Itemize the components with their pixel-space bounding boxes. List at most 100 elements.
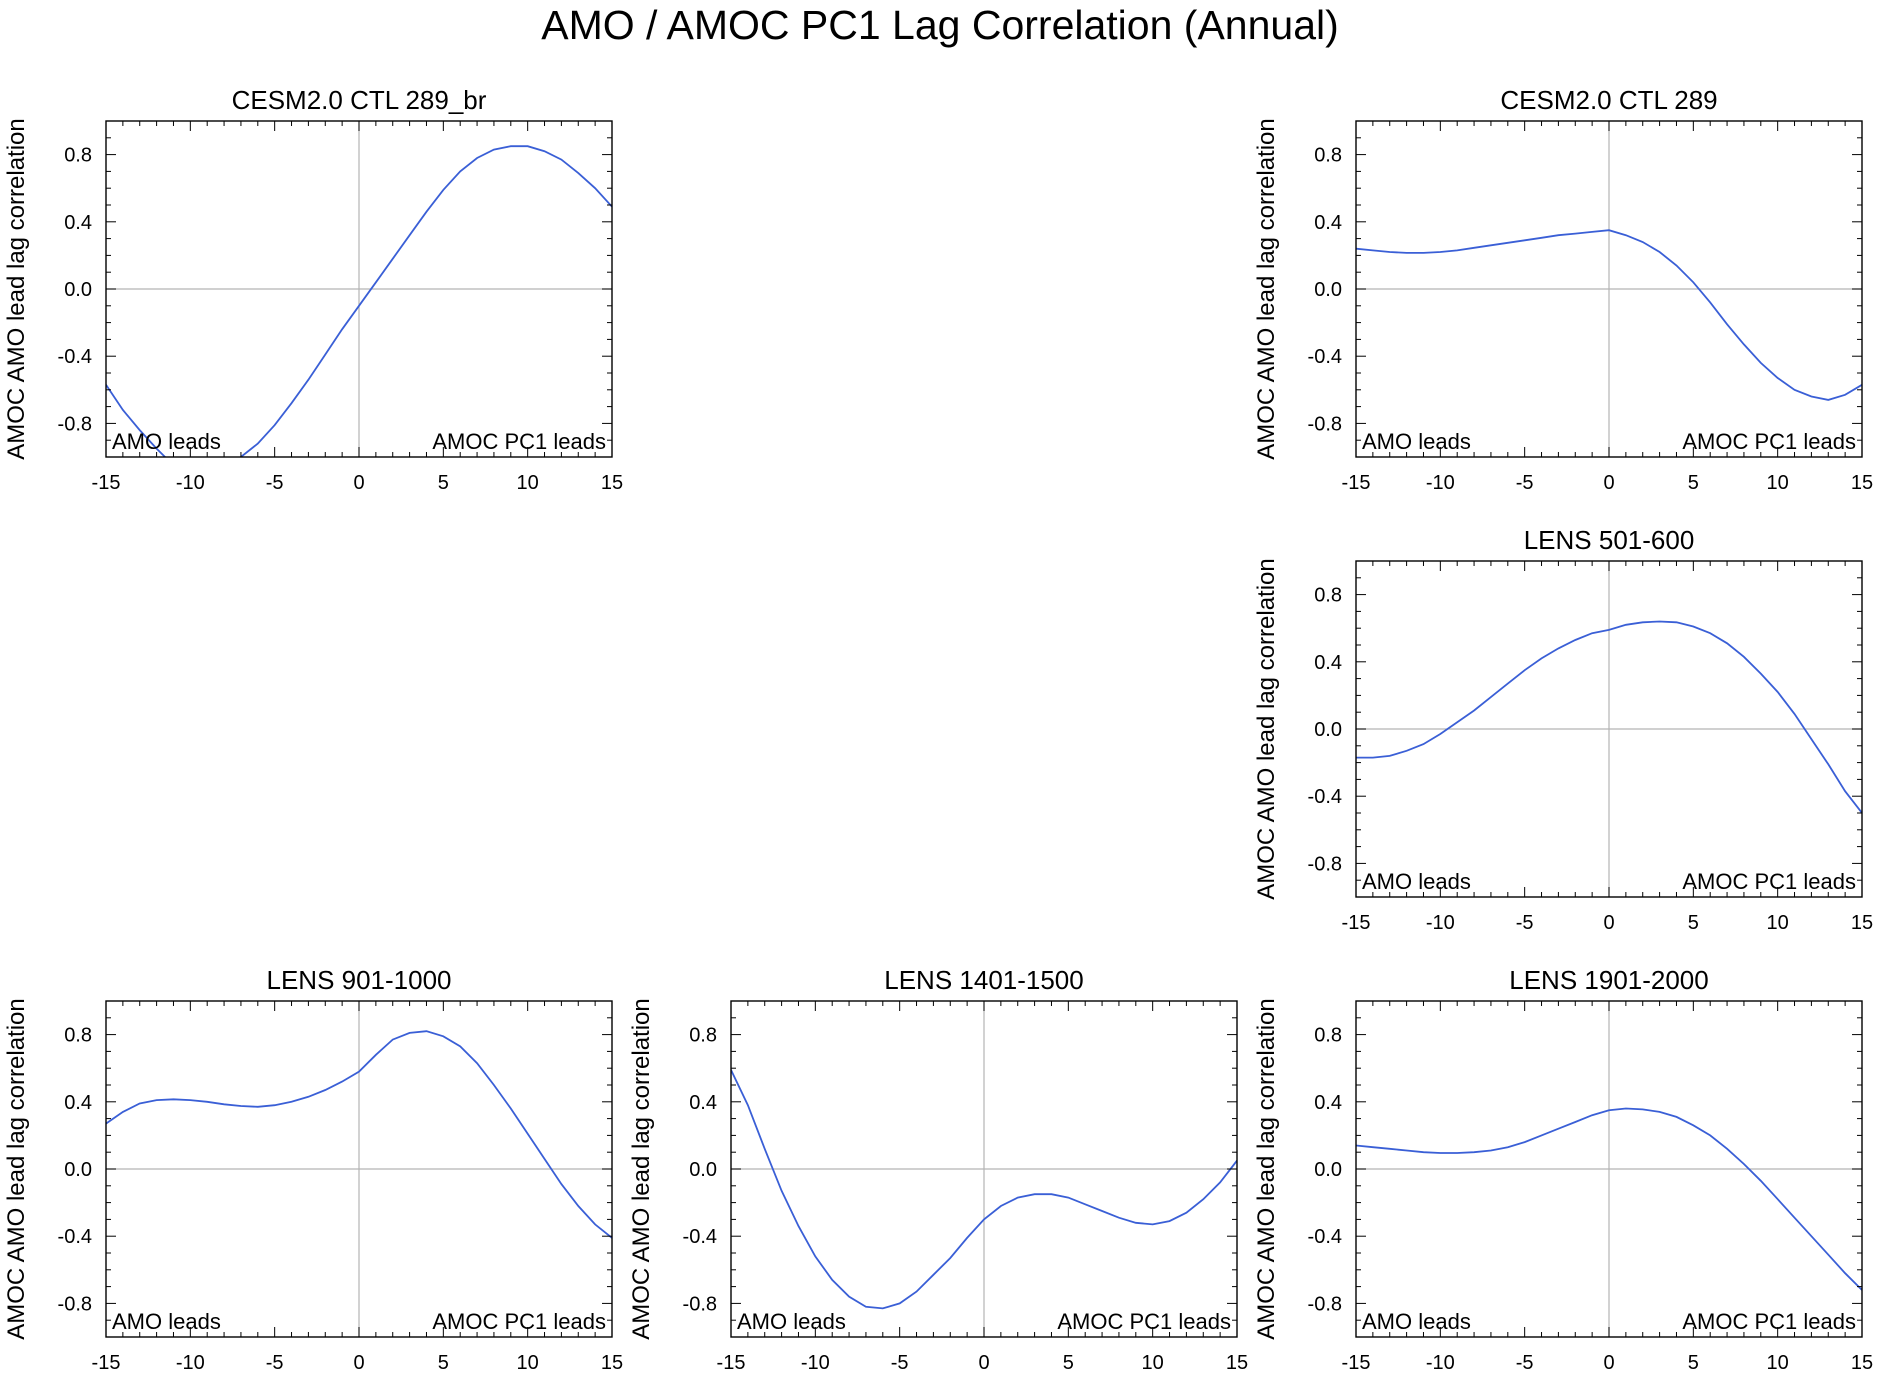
x-tick-label: -10 — [1426, 1352, 1455, 1374]
chart-panel-3: LENS 501-600 AMOC AMO lead lag correlatio… — [1253, 525, 1873, 934]
x-tick-label: -10 — [801, 1352, 830, 1374]
y-tick-label: 0.4 — [689, 1092, 717, 1114]
x-tick-label: -15 — [1342, 472, 1371, 494]
y-tick-label: -0.8 — [1308, 1293, 1342, 1315]
y-tick-label: -0.8 — [683, 1293, 717, 1315]
amo-leads-label: AMO leads — [1362, 1309, 1471, 1334]
y-tick-label: -0.8 — [58, 1293, 92, 1315]
y-tick-label: 0.4 — [64, 1092, 92, 1114]
amoc-pc1-leads-label: AMOC PC1 leads — [432, 1309, 606, 1334]
series-line — [106, 145, 612, 457]
x-tick-label: 15 — [601, 1352, 623, 1374]
series-line — [106, 1030, 612, 1239]
x-tick-label: -15 — [92, 472, 121, 494]
x-tick-label: -10 — [176, 472, 205, 494]
x-tick-label: 10 — [1767, 912, 1789, 934]
y-tick-label: 0.0 — [64, 279, 92, 301]
amoc-pc1-leads-label: AMOC PC1 leads — [432, 429, 606, 454]
x-tick-label: 0 — [353, 1352, 364, 1374]
x-tick-label: 10 — [1767, 472, 1789, 494]
y-tick-label: -0.4 — [1308, 786, 1342, 808]
series-line — [1356, 620, 1862, 814]
chart-panel-2: CESM2.0 CTL 289 AMOC AMO lead lag correla… — [1253, 85, 1873, 494]
y-tick-label: 0.8 — [1314, 145, 1342, 167]
x-tick-label: 0 — [353, 472, 364, 494]
figure-title: AMO / AMOC PC1 Lag Correlation (Annual) — [541, 2, 1339, 48]
x-tick-label: -5 — [266, 1352, 284, 1374]
x-tick-label: 15 — [1226, 1352, 1248, 1374]
y-tick-label: 0.4 — [1314, 652, 1342, 674]
amo-leads-label: AMO leads — [1362, 869, 1471, 894]
x-tick-label: -15 — [92, 1352, 121, 1374]
y-axis-label: AMOC AMO lead lag correlation — [1253, 998, 1280, 1339]
x-tick-label: -10 — [176, 1352, 205, 1374]
x-tick-label: 0 — [978, 1352, 989, 1374]
amo-leads-label: AMO leads — [737, 1309, 846, 1334]
x-tick-label: -10 — [1426, 472, 1455, 494]
y-tick-label: 0.0 — [64, 1159, 92, 1181]
y-axis-label: AMOC AMO lead lag correlation — [3, 118, 30, 459]
x-tick-label: 10 — [517, 472, 539, 494]
x-tick-label: -5 — [1516, 472, 1534, 494]
y-tick-label: -0.4 — [1308, 1226, 1342, 1248]
x-tick-label: -5 — [266, 472, 284, 494]
x-tick-label: 5 — [1688, 1352, 1699, 1374]
y-axis-label: AMOC AMO lead lag correlation — [628, 998, 655, 1339]
y-tick-label: -0.4 — [1308, 346, 1342, 368]
amoc-pc1-leads-label: AMOC PC1 leads — [1682, 1309, 1856, 1334]
y-tick-label: 0.0 — [1314, 279, 1342, 301]
y-tick-label: 0.8 — [1314, 1025, 1342, 1047]
x-tick-label: 0 — [1603, 472, 1614, 494]
y-tick-label: -0.4 — [58, 346, 92, 368]
panel-title: LENS 901-1000 — [266, 965, 451, 995]
y-axis-label: AMOC AMO lead lag correlation — [1253, 558, 1280, 899]
x-tick-label: 15 — [1851, 1352, 1873, 1374]
panel-title: LENS 1901-2000 — [1509, 965, 1708, 995]
y-tick-label: 0.8 — [689, 1025, 717, 1047]
y-tick-label: -0.8 — [1308, 413, 1342, 435]
y-tick-label: 0.4 — [1314, 1092, 1342, 1114]
x-tick-label: -5 — [891, 1352, 909, 1374]
panel-title: LENS 1401-1500 — [884, 965, 1083, 995]
y-axis-label: AMOC AMO lead lag correlation — [1253, 118, 1280, 459]
x-tick-label: 5 — [1688, 472, 1699, 494]
chart-panel-4: LENS 901-1000 AMOC AMO lead lag correlati… — [3, 965, 623, 1374]
y-tick-label: -0.8 — [1308, 853, 1342, 875]
amoc-pc1-leads-label: AMOC PC1 leads — [1682, 429, 1856, 454]
y-axis-label: AMOC AMO lead lag correlation — [3, 998, 30, 1339]
panel-title: LENS 501-600 — [1524, 525, 1695, 555]
x-tick-label: -15 — [717, 1352, 746, 1374]
y-tick-label: -0.4 — [58, 1226, 92, 1248]
panel-title: CESM2.0 CTL 289_br — [232, 85, 487, 115]
chart-panel-6: LENS 1901-2000 AMOC AMO lead lag correlat… — [1253, 965, 1873, 1374]
x-tick-label: 0 — [1603, 1352, 1614, 1374]
panel-title: CESM2.0 CTL 289 — [1500, 85, 1717, 115]
series-line — [731, 1069, 1237, 1310]
x-tick-label: 10 — [517, 1352, 539, 1374]
y-tick-label: 0.4 — [1314, 212, 1342, 234]
x-tick-label: 0 — [1603, 912, 1614, 934]
y-tick-label: -0.8 — [58, 413, 92, 435]
amo-leads-label: AMO leads — [112, 429, 221, 454]
amoc-pc1-leads-label: AMOC PC1 leads — [1682, 869, 1856, 894]
x-tick-label: -15 — [1342, 1352, 1371, 1374]
y-tick-label: 0.0 — [1314, 719, 1342, 741]
y-tick-label: 0.8 — [64, 145, 92, 167]
x-tick-label: -10 — [1426, 912, 1455, 934]
y-tick-label: 0.0 — [1314, 1159, 1342, 1181]
x-tick-label: 15 — [1851, 472, 1873, 494]
chart-panel-1: CESM2.0 CTL 289_br AMOC AMO lead lag corr… — [3, 85, 623, 494]
amo-leads-label: AMO leads — [112, 1309, 221, 1334]
chart-panel-5: LENS 1401-1500 AMOC AMO lead lag correlat… — [628, 965, 1248, 1374]
x-tick-label: -5 — [1516, 912, 1534, 934]
amoc-pc1-leads-label: AMOC PC1 leads — [1057, 1309, 1231, 1334]
series-line — [1356, 1107, 1862, 1291]
x-tick-label: 10 — [1142, 1352, 1164, 1374]
x-tick-label: 5 — [1688, 912, 1699, 934]
x-tick-label: 5 — [438, 1352, 449, 1374]
x-tick-label: 15 — [1851, 912, 1873, 934]
series-line — [1356, 229, 1862, 401]
amo-leads-label: AMO leads — [1362, 429, 1471, 454]
x-tick-label: 5 — [1063, 1352, 1074, 1374]
